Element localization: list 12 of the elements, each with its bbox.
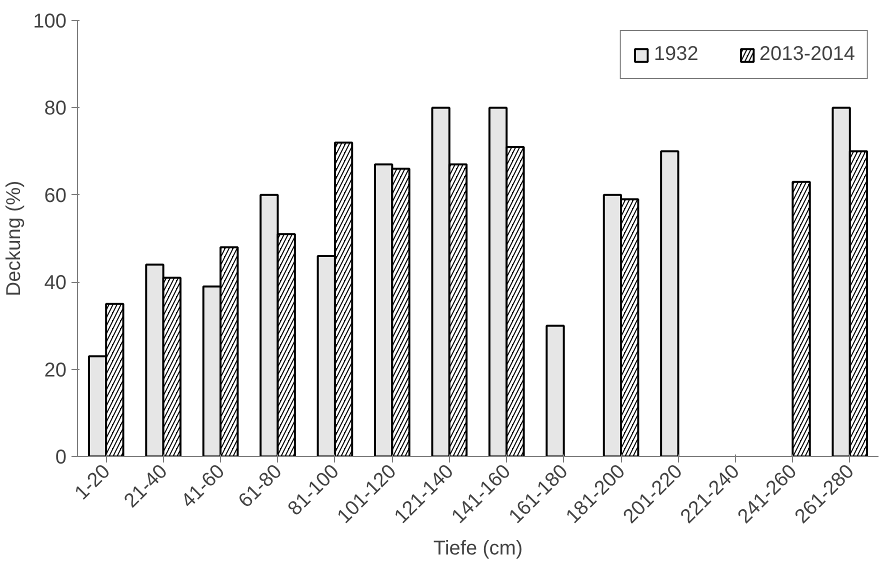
y-tick-label: 20 bbox=[44, 359, 67, 382]
y-tick-label: 60 bbox=[44, 184, 67, 207]
bar bbox=[660, 150, 680, 456]
y-tick-label: 100 bbox=[33, 10, 67, 32]
y-axis-title: Deckung (%) bbox=[3, 180, 26, 296]
y-tick-label: 80 bbox=[44, 98, 67, 120]
legend-label: 2013-2014 bbox=[759, 43, 855, 66]
legend-label: 1932 bbox=[654, 43, 698, 66]
y-tick-label: 40 bbox=[44, 272, 67, 294]
bar bbox=[546, 324, 565, 456]
x-axis-title: Tiefe (cm) bbox=[433, 537, 523, 560]
y-tick-label: 0 bbox=[55, 446, 66, 468]
